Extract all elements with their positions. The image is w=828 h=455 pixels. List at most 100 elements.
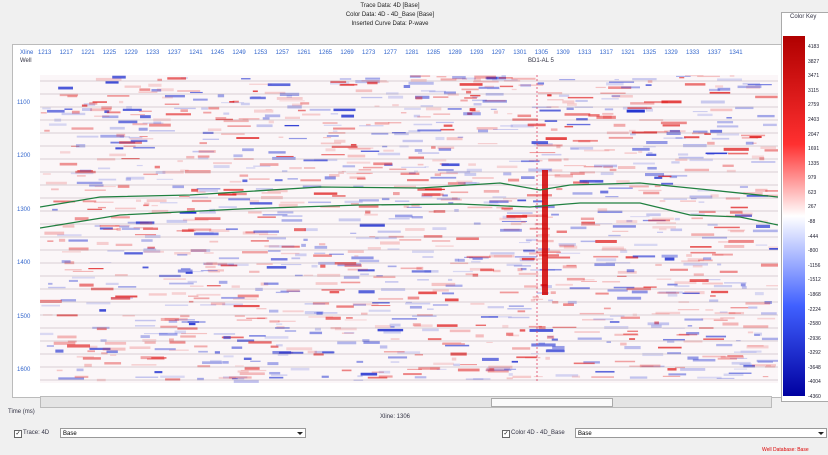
amplitude-streak (139, 221, 153, 225)
amplitude-streak (487, 306, 504, 309)
amplitude-streak (84, 189, 106, 191)
amplitude-streak (517, 268, 523, 272)
color-dropdown[interactable]: Base (575, 428, 827, 438)
amplitude-streak (717, 357, 737, 360)
trace-dropdown[interactable]: Base (60, 428, 306, 438)
amplitude-streak (447, 93, 459, 96)
amplitude-streak (289, 167, 302, 170)
amplitude-streak (190, 271, 204, 273)
amplitude-streak (445, 344, 470, 347)
amplitude-streak (300, 179, 322, 182)
amplitude-streak (757, 361, 773, 363)
amplitude-streak (747, 84, 772, 86)
amplitude-streak (431, 240, 451, 242)
amplitude-streak (477, 143, 498, 145)
amplitude-streak (314, 350, 334, 354)
amplitude-streak (388, 356, 408, 359)
amplitude-streak (138, 110, 152, 112)
amplitude-streak (190, 91, 203, 94)
amplitude-streak (483, 189, 500, 193)
time-tick: 1300 (17, 206, 31, 213)
amplitude-streak (218, 280, 228, 284)
amplitude-streak (272, 156, 296, 160)
amplitude-streak (663, 198, 687, 200)
amplitude-streak (493, 254, 512, 258)
amplitude-streak (151, 209, 169, 213)
amplitude-streak (552, 326, 577, 328)
amplitude-streak (483, 201, 499, 204)
amplitude-streak (94, 185, 116, 188)
amplitude-streak (88, 268, 104, 270)
amplitude-streak (134, 234, 157, 236)
amplitude-streak (198, 157, 209, 160)
amplitude-streak (341, 170, 346, 172)
amplitude-streak (734, 214, 752, 217)
amplitude-streak (763, 123, 777, 127)
amplitude-streak (609, 168, 617, 172)
amplitude-streak (629, 376, 648, 379)
amplitude-streak (127, 221, 149, 224)
xline-tick: 1241 (189, 50, 203, 56)
amplitude-streak (661, 254, 678, 258)
amplitude-streak (68, 239, 88, 242)
xline-tick: 1309 (556, 50, 570, 56)
amplitude-streak (583, 361, 600, 364)
trace-checkbox[interactable]: ✓ (14, 430, 22, 438)
amplitude-streak (556, 187, 563, 191)
amplitude-streak (322, 351, 335, 354)
amplitude-streak (692, 111, 708, 113)
amplitude-streak (737, 85, 762, 89)
amplitude-streak (208, 271, 220, 273)
amplitude-streak (169, 282, 194, 285)
amplitude-streak (146, 357, 165, 361)
amplitude-streak (458, 181, 480, 185)
amplitude-streak (411, 270, 432, 273)
amplitude-streak (433, 362, 454, 365)
color-key-label: -1512 (808, 277, 821, 284)
amplitude-streak (180, 314, 190, 318)
amplitude-streak (198, 150, 216, 153)
amplitude-streak (302, 113, 321, 116)
amplitude-streak (682, 292, 700, 294)
amplitude-streak (139, 135, 148, 138)
amplitude-streak (156, 178, 174, 180)
amplitude-streak (360, 273, 369, 276)
amplitude-streak (329, 173, 340, 177)
amplitude-streak (626, 109, 645, 113)
amplitude-streak (563, 245, 578, 249)
amplitude-streak (529, 329, 554, 332)
amplitude-streak (164, 304, 189, 306)
amplitude-streak (255, 187, 274, 190)
amplitude-streak (279, 351, 304, 354)
amplitude-streak (604, 149, 615, 151)
amplitude-streak (389, 323, 401, 327)
amplitude-streak (110, 354, 117, 356)
amplitude-streak (312, 302, 330, 305)
amplitude-streak (658, 346, 682, 349)
color-checkbox[interactable]: ✓ (502, 430, 510, 438)
amplitude-streak (579, 179, 604, 183)
amplitude-streak (344, 264, 362, 268)
amplitude-streak (184, 170, 211, 174)
amplitude-streak (387, 248, 400, 250)
amplitude-streak (613, 123, 626, 127)
time-tick: 1400 (17, 260, 31, 267)
amplitude-streak (101, 352, 108, 355)
amplitude-streak (556, 252, 581, 254)
time-unit: Time (ms) (8, 409, 35, 415)
amplitude-streak (567, 96, 594, 99)
amplitude-streak (508, 373, 513, 376)
amplitude-streak (316, 311, 323, 315)
amplitude-streak (755, 84, 762, 86)
amplitude-streak (110, 216, 130, 219)
amplitude-streak (249, 83, 272, 85)
amplitude-streak (391, 318, 417, 320)
amplitude-streak (410, 79, 427, 82)
amplitude-streak (256, 308, 267, 310)
amplitude-streak (602, 112, 614, 115)
amplitude-streak (550, 291, 556, 295)
amplitude-streak (94, 115, 110, 117)
amplitude-streak (530, 298, 536, 302)
amplitude-streak (579, 171, 596, 174)
scrollbar[interactable] (40, 396, 772, 408)
